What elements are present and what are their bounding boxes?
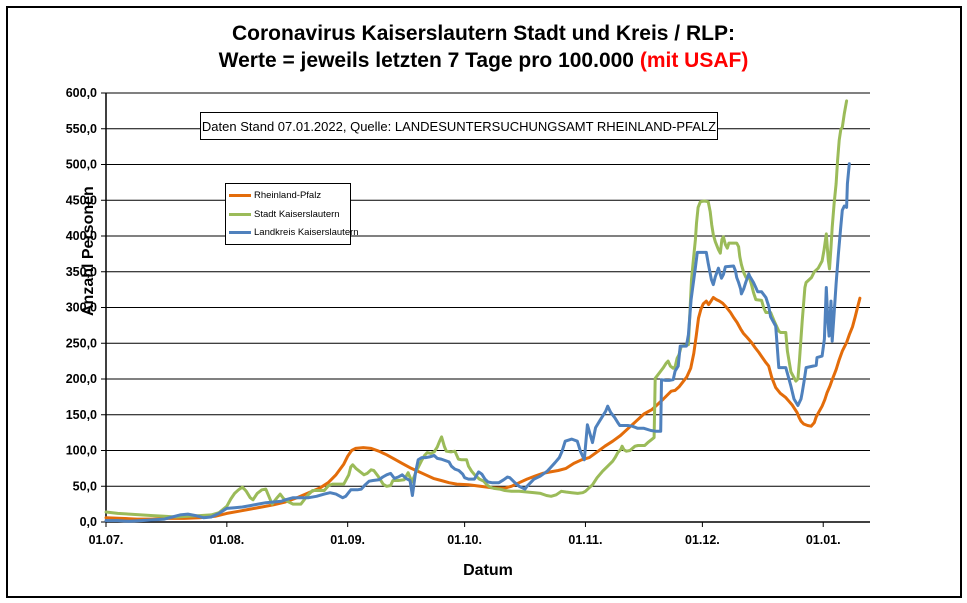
series-line-Rheinland-Pfalz [104,296,862,521]
x-tick-label-01.07.: 01.07. [89,533,124,547]
y-tick-label-100: 100,0 [66,444,97,458]
data-source-box: Daten Stand 07.01.2022, Quelle: LANDESUN… [200,112,718,140]
y-tick-label-250: 250,0 [66,336,97,350]
y-axis-title: Anzahl Personen [79,186,97,316]
y-tick-label-500: 500,0 [66,158,97,172]
legend-label-Landkreis Kaiserslautern: Landkreis Kaiserslautern [254,227,359,238]
legend-item-Stadt Kaiserslautern: Stadt Kaiserslautern [226,206,350,222]
chart-title-line2-red: (mit USAF) [639,49,749,72]
legend-label-Stadt Kaiserslautern: Stadt Kaiserslautern [254,208,340,220]
x-tick-label-01.08.: 01.08. [209,533,244,547]
x-tick-label-01.10.: 01.10. [447,533,482,547]
legend-item-Landkreis Kaiserslautern: Landkreis Kaiserslautern [226,225,359,241]
y-tick-label-350: 350,0 [66,265,97,279]
legend-swatch-Rheinland-Pfalz [229,194,251,197]
y-tick-label-50: 50,0 [73,479,97,493]
legend: Rheinland-Pfalz Stadt Kaiserslautern Landk… [225,183,359,245]
y-tick-label-300: 300,0 [66,301,97,315]
y-tick-label-150: 150,0 [66,408,97,422]
y-tick-label-400: 400,0 [66,229,97,243]
data-source-text: Daten Stand 07.01.2022, Quelle: LANDESUN… [201,118,717,134]
x-tick-label-01.09.: 01.09. [330,533,365,547]
chart-title-line2: Werte = jeweils letzten 7 Tage pro 100.0… [0,47,967,74]
legend-swatch-Stadt Kaiserslautern [229,212,251,216]
legend-item-Rheinland-Pfalz: Rheinland-Pfalz [226,188,350,204]
series-line-Stadt Kaiserslautern [104,99,849,519]
y-tick-label-550: 550,0 [66,122,97,136]
legend-swatch-Landkreis Kaiserslautern [229,231,251,234]
y-tick-label-450: 450,0 [66,193,97,207]
legend-label-Rheinland-Pfalz: Rheinland-Pfalz [254,190,322,201]
chart-title: Coronavirus Kaiserslautern Stadt und Kre… [0,20,967,74]
x-tick-label-01.01.: 01.01. [806,533,841,547]
chart-title-line2-black: Werte = jeweils letzten 7 Tage pro 100.0… [218,49,640,72]
y-tick-label-200: 200,0 [66,372,97,386]
x-tick-label-01.11.: 01.11. [568,533,602,547]
x-axis-title: Datum [463,562,513,579]
chart-title-line1: Coronavirus Kaiserslautern Stadt und Kre… [232,22,735,45]
y-tick-label-600: 600,0 [66,86,97,100]
x-tick-label-01.12.: 01.12. [685,533,720,547]
y-tick-label-0: 0,0 [80,515,97,529]
series-line-Landkreis Kaiserslautern [104,162,851,523]
